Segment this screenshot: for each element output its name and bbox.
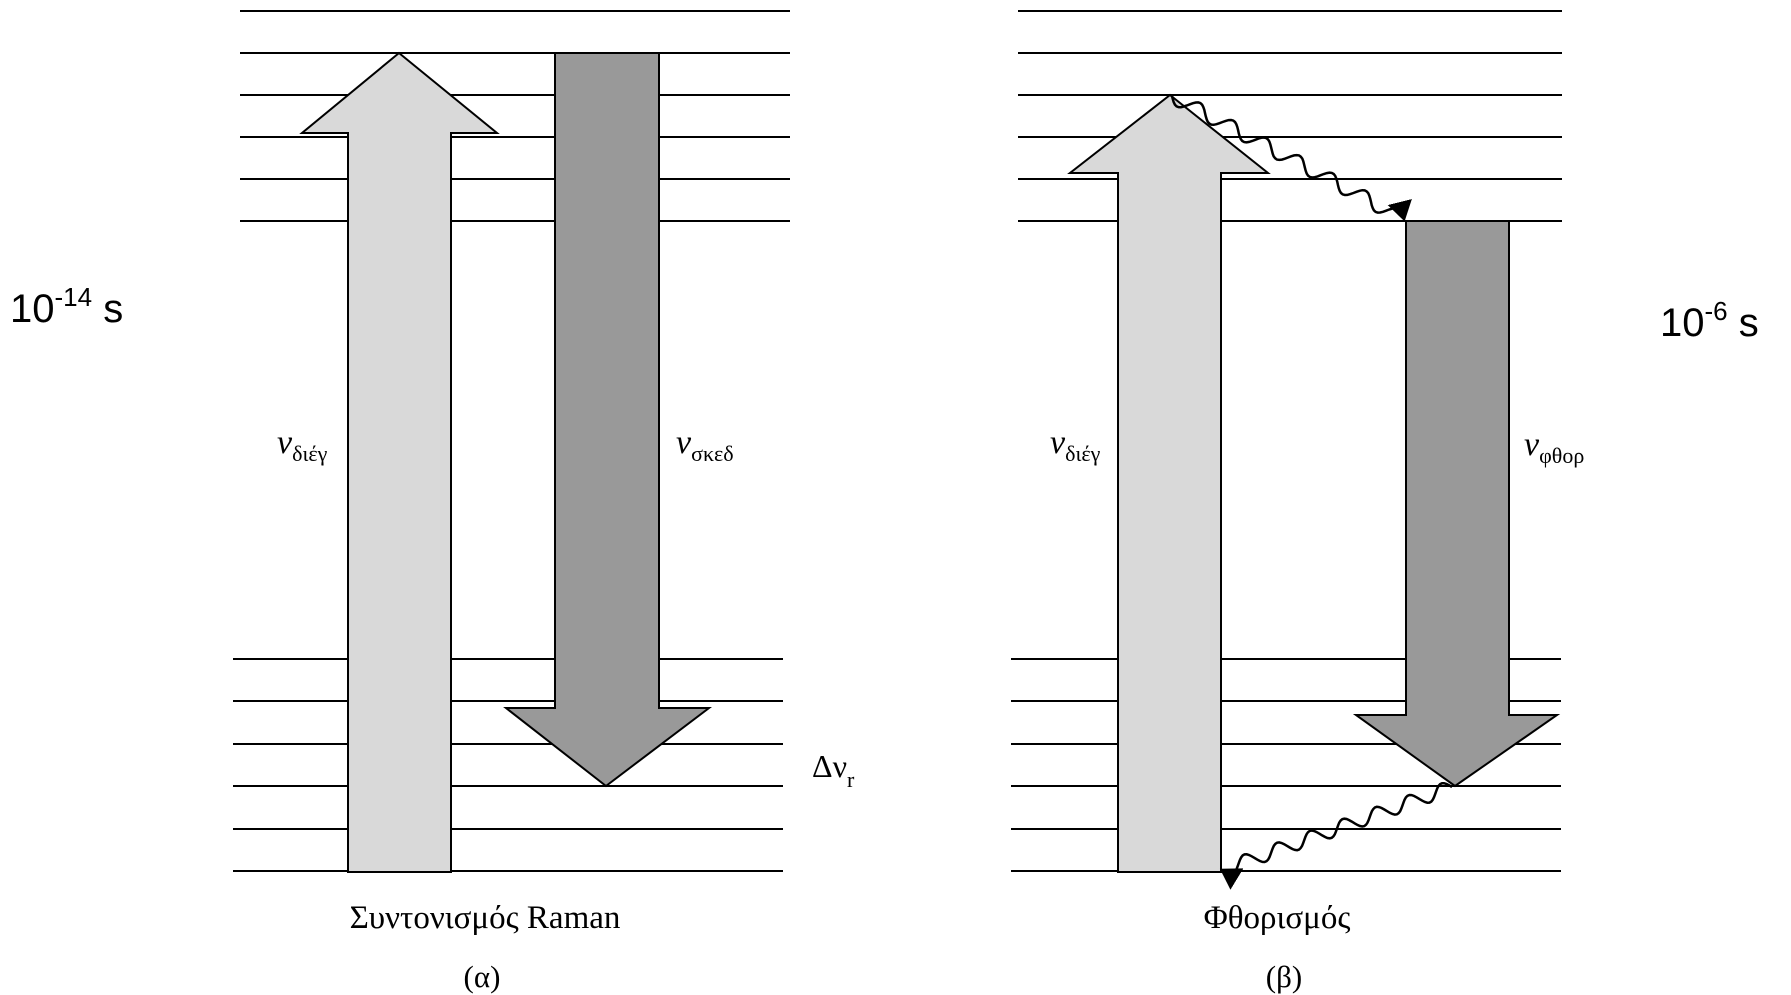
- fluorescence-arrow: [1352, 220, 1561, 788]
- panel-a-tag: (α): [464, 959, 501, 994]
- time-scale-left: 10-14 s: [10, 282, 123, 331]
- energy-levels-raman: [233, 10, 790, 872]
- panel-b-tag: (β): [1266, 959, 1302, 994]
- panel-b-title: Φθορισμός: [1204, 900, 1351, 936]
- energy-levels-fluorescence: [1011, 10, 1562, 872]
- panel-a-title: Συντονισμός Raman: [350, 900, 621, 936]
- scattering-frequency-label: νσκεδ: [676, 424, 734, 466]
- scattering-arrow: [503, 52, 712, 788]
- vibrational-relaxation-upper-icon: [1170, 95, 1412, 222]
- excitation-frequency-label-raman: νδιέγ: [277, 424, 328, 466]
- raman-shift-label: Δνr: [812, 748, 855, 792]
- fluorescence-frequency-label: νφθορ: [1524, 426, 1584, 468]
- excitation-arrow-raman: [299, 51, 500, 873]
- excitation-arrow-fluorescence: [1067, 93, 1271, 873]
- vibrational-relaxation-lower-icon: [1219, 781, 1453, 890]
- excitation-frequency-label-fluorescence: νδιέγ: [1050, 424, 1101, 466]
- time-scale-right: 10-6 s: [1660, 296, 1759, 345]
